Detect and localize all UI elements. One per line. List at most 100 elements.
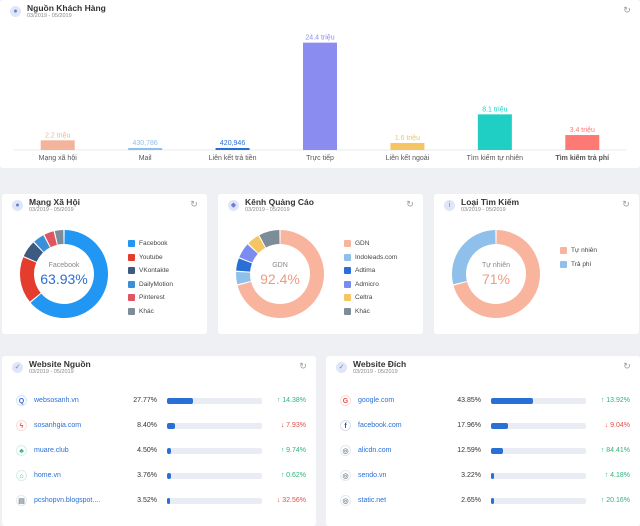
donut-slice[interactable] <box>23 242 44 262</box>
refresh-icon[interactable]: ↻ <box>623 5 631 15</box>
donut-slice[interactable] <box>30 230 109 318</box>
site-link[interactable]: pcshopvn.blogspot.... <box>34 497 101 504</box>
site-percent: 2.65% <box>461 497 481 504</box>
refresh-icon[interactable]: ↻ <box>623 361 631 371</box>
legend-label: Khác <box>139 307 154 315</box>
legend-label: GDN <box>355 240 370 248</box>
check-icon: ✓ <box>12 362 23 373</box>
bar[interactable] <box>215 148 250 150</box>
legend-item[interactable]: Indoleads.com <box>344 251 397 265</box>
donut-slice[interactable] <box>34 235 50 252</box>
destination-card-date: 03/2019 - 05/2019 <box>353 369 398 375</box>
ads-card: ◆ Kênh Quảng Cáo 03/2019 - 05/2019 ↻ GDN… <box>218 194 423 334</box>
donut-slice[interactable] <box>19 257 41 302</box>
site-percent: 8.40% <box>137 422 157 429</box>
refresh-icon[interactable]: ↻ <box>406 199 414 209</box>
social-donut-chart: Facebook 63.93% <box>19 230 109 318</box>
donut-center-value: 71% <box>482 271 510 287</box>
legend-label: Celtra <box>355 294 373 302</box>
legend-swatch <box>128 280 135 288</box>
check-icon: ✓ <box>336 362 347 373</box>
legend-item[interactable]: Tự nhiên <box>560 244 597 258</box>
site-percent: 17.96% <box>457 422 481 429</box>
bar[interactable] <box>565 135 600 150</box>
change-indicator: ↓ 9.04% <box>604 422 630 429</box>
legend-swatch <box>560 260 567 268</box>
donut-slice[interactable] <box>236 258 252 272</box>
category-label: Liên kết trả tiền <box>209 153 257 162</box>
legend-swatch <box>344 294 351 302</box>
donut-slice[interactable] <box>248 235 266 254</box>
legend-label: VKontakte <box>139 267 169 275</box>
bar-value-label: 8.1 triệu <box>482 106 507 113</box>
share-bar-fill <box>491 448 503 454</box>
site-link[interactable]: google.com <box>358 397 395 404</box>
donut-slice[interactable] <box>453 230 540 318</box>
donut-slice[interactable] <box>44 231 57 248</box>
social-legend: Facebook Youtube VKontakte DailyMotion Pinte… <box>128 237 173 318</box>
legend-swatch <box>128 267 135 275</box>
site-link[interactable]: muare.club <box>34 447 69 454</box>
share-bar <box>491 423 586 429</box>
legend-label: Admicro <box>355 280 379 288</box>
legend-item[interactable]: Khác <box>344 305 397 319</box>
bar[interactable] <box>128 148 163 150</box>
site-link[interactable]: facebook.com <box>358 422 402 429</box>
change-indicator: ↑ 20.16% <box>600 497 630 504</box>
site-link[interactable]: sendo.vn <box>358 472 387 479</box>
site-link[interactable]: static.net <box>358 497 387 504</box>
donut-slice[interactable] <box>54 230 64 245</box>
donut-slice[interactable] <box>239 244 258 263</box>
legend-item[interactable]: Celtra <box>344 291 397 305</box>
donut-slice[interactable] <box>259 230 280 248</box>
info-icon: i <box>444 200 455 211</box>
legend-item[interactable]: Pinterest <box>128 291 173 305</box>
site-link[interactable]: alicdn.com <box>358 447 392 454</box>
bar[interactable] <box>477 114 512 150</box>
donut-slice[interactable] <box>236 271 251 285</box>
donut-slice[interactable] <box>237 230 324 318</box>
legend-item[interactable]: Facebook <box>128 237 173 251</box>
refresh-icon[interactable]: ↻ <box>299 361 307 371</box>
share-bar <box>167 498 262 504</box>
share-bar-fill <box>167 448 172 454</box>
bar[interactable] <box>303 42 337 150</box>
legend-item[interactable]: Trả phí <box>560 258 597 272</box>
legend-label: Indoleads.com <box>355 253 398 261</box>
legend-item[interactable]: GDN <box>344 237 397 251</box>
share-bar <box>167 448 262 454</box>
leaf-icon: ♣ <box>16 445 27 456</box>
refresh-icon[interactable]: ↻ <box>622 199 630 209</box>
donut-center-value: 63.93% <box>40 271 87 287</box>
legend-item[interactable]: Youtube <box>128 251 173 265</box>
share-bar-fill <box>491 498 494 504</box>
site-percent: 3.76% <box>137 472 157 479</box>
change-indicator: ↑ 9.74% <box>280 447 306 454</box>
legend-item[interactable]: DailyMotion <box>128 278 173 292</box>
legend-item[interactable]: Khác <box>128 305 173 319</box>
share-bar <box>167 423 262 429</box>
site-link[interactable]: sosanhgia.com <box>34 422 82 429</box>
legend-item[interactable]: VKontakte <box>128 264 173 278</box>
site-link[interactable]: websosanh.vn <box>34 397 79 404</box>
share-bar <box>491 448 586 454</box>
legend-swatch <box>344 280 351 288</box>
refresh-icon[interactable]: ↻ <box>190 199 198 209</box>
legend-item[interactable]: Admicro <box>344 278 397 292</box>
legend-label: DailyMotion <box>139 280 173 288</box>
bar[interactable] <box>390 142 425 150</box>
legend-label: Pinterest <box>139 294 165 302</box>
destination-card-title: Website Đích <box>353 359 407 369</box>
site-row: ▤ pcshopvn.blogspot.... 3.52% ↓ 32.56% <box>2 489 316 514</box>
site-percent: 3.52% <box>137 497 157 504</box>
facebook-icon: f <box>340 420 351 431</box>
search-type-donut-chart: Tự nhiên 71% <box>452 230 540 318</box>
ads-legend: GDN Indoleads.com Adtima Admicro Celtra Khác <box>344 237 397 318</box>
search-icon: Q <box>16 395 27 406</box>
bar[interactable] <box>40 140 75 150</box>
source-card-title: Nguồn Khách Hàng <box>27 3 106 13</box>
site-link[interactable]: home.vn <box>34 472 61 479</box>
legend-item[interactable]: Adtima <box>344 264 397 278</box>
donut-slice[interactable] <box>452 230 496 285</box>
